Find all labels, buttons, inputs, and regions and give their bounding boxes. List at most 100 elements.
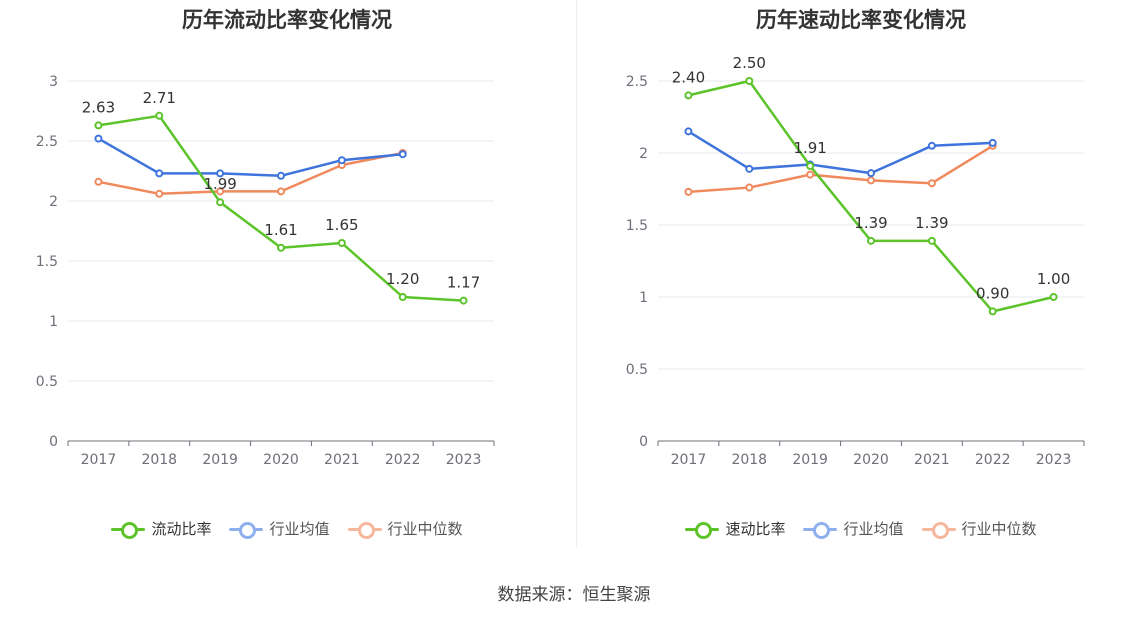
series-line	[688, 144, 994, 194]
data-point[interactable]	[745, 164, 754, 173]
y-tick-label: 0.5	[626, 362, 648, 378]
x-tick-label: 2020	[853, 452, 889, 468]
data-point[interactable]	[337, 239, 346, 247]
y-tick-label: 0	[49, 434, 58, 450]
data-label: 1.99	[203, 175, 236, 193]
data-point[interactable]	[216, 187, 225, 196]
y-tick-label: 0	[639, 434, 648, 450]
legend-line-icon	[229, 519, 264, 539]
data-point[interactable]	[155, 189, 164, 198]
y-tick-label: 1.5	[626, 218, 648, 234]
legend-item-current-ratio[interactable]: 流动比率	[111, 518, 211, 539]
data-point[interactable]	[155, 111, 164, 120]
legend: 速动比率 行业均值 行业中位数	[574, 518, 1148, 539]
data-point[interactable]	[927, 236, 936, 245]
legend-line-icon	[347, 519, 382, 539]
data-point[interactable]	[927, 179, 936, 188]
y-tick-label: 3	[49, 74, 58, 90]
data-point[interactable]	[684, 127, 693, 136]
data-point[interactable]	[806, 170, 815, 179]
legend: 流动比率 行业均值 行业中位数	[0, 518, 574, 539]
x-tick-label: 2021	[324, 452, 360, 468]
quick-ratio-chart: 历年速动比率变化情况 0 0.5 1 1.5 2 2.5 2017 2018 2019 2020 2…	[574, 0, 1148, 560]
x-tick-label: 2022	[975, 452, 1011, 468]
data-point[interactable]	[745, 77, 754, 85]
data-point[interactable]	[337, 156, 346, 165]
data-label: 2.63	[82, 98, 115, 116]
data-label: 2.50	[733, 54, 766, 72]
data-label: 1.39	[854, 214, 887, 232]
series-line	[688, 79, 1054, 313]
x-tick-label: 2019	[792, 452, 828, 468]
x-tick-label: 2017	[81, 452, 117, 468]
x-tick-label: 2023	[1036, 452, 1072, 468]
legend-label: 行业均值	[843, 520, 904, 538]
data-point[interactable]	[216, 169, 225, 178]
data-point[interactable]	[398, 150, 407, 159]
x-tick-label: 2020	[263, 452, 299, 468]
data-label: 0.90	[976, 284, 1009, 302]
data-label: 1.17	[447, 274, 480, 292]
x-tick-label: 2018	[731, 452, 767, 468]
data-label: 1.39	[915, 214, 948, 232]
legend-item-quick-ratio[interactable]: 速动比率	[685, 518, 785, 539]
legend-line-icon	[111, 519, 146, 539]
data-point[interactable]	[94, 177, 103, 186]
x-tick-label: 2018	[141, 452, 177, 468]
series-line	[97, 137, 403, 178]
data-point[interactable]	[867, 236, 875, 245]
data-point[interactable]	[155, 169, 164, 178]
legend-item-industry-avg[interactable]: 行业均值	[803, 518, 904, 539]
data-point[interactable]	[216, 198, 225, 207]
legend-label: 速动比率	[725, 520, 786, 538]
y-tick-label: 1	[49, 314, 58, 330]
data-point[interactable]	[459, 296, 468, 305]
data-point[interactable]	[927, 141, 936, 150]
data-label: 2.40	[672, 68, 705, 86]
data-point[interactable]	[1049, 293, 1058, 301]
chart-title: 历年速动比率变化情况	[756, 8, 966, 32]
data-point[interactable]	[94, 134, 103, 143]
data-point[interactable]	[867, 176, 875, 185]
data-point[interactable]	[684, 91, 693, 100]
data-source-note: 数据来源：恒生聚源	[497, 585, 651, 605]
data-point[interactable]	[277, 243, 285, 252]
data-point[interactable]	[745, 183, 754, 192]
data-label: 1.00	[1037, 270, 1070, 288]
y-tick-label: 2	[49, 194, 58, 210]
series-line	[98, 151, 403, 196]
panel-divider	[576, 0, 577, 548]
x-tick-label: 2017	[671, 452, 707, 468]
legend-label: 流动比率	[151, 520, 212, 538]
series-line	[687, 130, 993, 175]
y-tick-label: 2	[639, 146, 648, 162]
current-ratio-chart: 历年流动比率变化情况 0 0.5 1 1.5 2 2.5 3 2017 2018 2019 2020…	[0, 0, 574, 560]
y-tick-label: 0.5	[36, 374, 58, 390]
data-label: 1.61	[264, 221, 297, 239]
data-point[interactable]	[398, 293, 407, 301]
current-ratio-plot: 0 0.5 1 1.5 2 2.5 3 2017 2018 2019 2020 2021 2022 202…	[36, 74, 495, 468]
data-label: 1.91	[793, 139, 826, 157]
data-point[interactable]	[867, 169, 875, 178]
legend-label: 行业中位数	[387, 520, 463, 538]
y-tick-label: 1	[639, 290, 648, 306]
data-point[interactable]	[94, 121, 103, 130]
data-point[interactable]	[988, 307, 997, 316]
legend-line-icon	[685, 519, 720, 539]
x-tick-label: 2023	[446, 452, 482, 468]
data-label: 2.71	[143, 89, 176, 107]
legend-item-industry-median[interactable]: 行业中位数	[921, 518, 1037, 539]
data-point[interactable]	[277, 171, 285, 180]
data-point[interactable]	[806, 161, 815, 170]
data-point[interactable]	[684, 187, 693, 196]
data-point[interactable]	[988, 138, 997, 147]
x-tick-label: 2021	[914, 452, 950, 468]
data-point[interactable]	[277, 187, 285, 196]
y-tick-label: 2.5	[626, 74, 648, 90]
legend-item-industry-median[interactable]: 行业中位数	[347, 518, 463, 539]
legend-line-icon	[803, 519, 838, 539]
legend-item-industry-avg[interactable]: 行业均值	[229, 518, 330, 539]
y-tick-label: 1.5	[36, 254, 58, 270]
quick-ratio-plot: 0 0.5 1 1.5 2 2.5 2017 2018 2019 2020 2021 2022 2023…	[626, 54, 1085, 468]
legend-label: 行业中位数	[961, 520, 1037, 538]
